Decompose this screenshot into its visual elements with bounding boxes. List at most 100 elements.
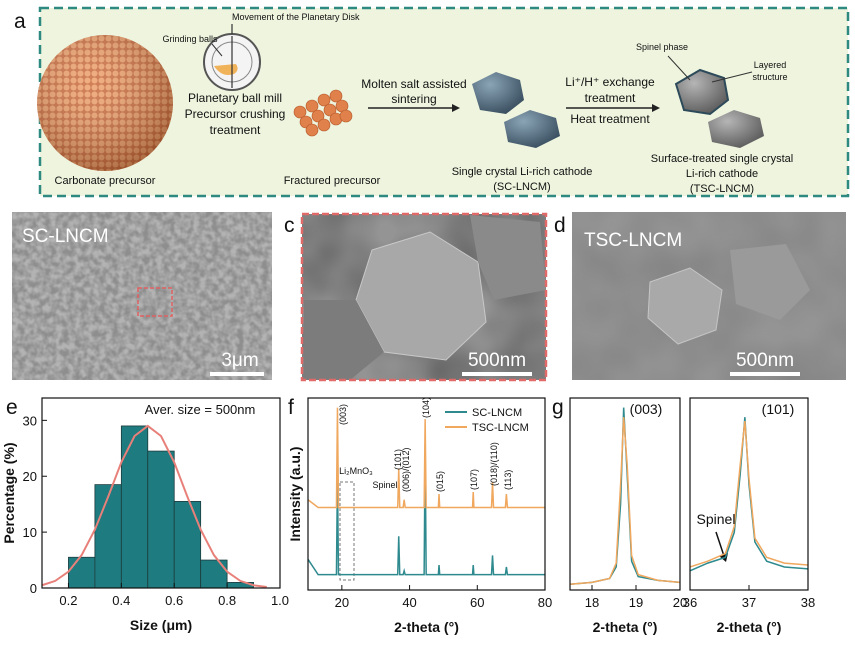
arrowhead [452, 104, 460, 112]
legend-label: SC-LNCM [472, 407, 522, 419]
y-tick-label: 10 [23, 525, 37, 540]
sem-label: TSC-LNCM [584, 230, 682, 251]
annotation: (015) [435, 471, 445, 492]
panel-label: c [284, 214, 295, 237]
x-axis-label: Size (μm) [130, 617, 192, 633]
annotation: Spinel [372, 480, 397, 490]
label: sintering [391, 92, 436, 106]
x-axis-label: 2-theta (°) [394, 619, 459, 635]
x-axis-label: 2-theta (°) [593, 619, 658, 635]
label: Surface-treated single crystal [651, 153, 793, 165]
panel-label: g [552, 396, 564, 419]
pointer [711, 71, 753, 83]
bar [120, 425, 149, 589]
annotation: (006)/(012) [401, 447, 411, 492]
label: Spinel phase [636, 42, 688, 52]
crystal [504, 110, 560, 148]
label: Molten salt assisted [361, 77, 466, 91]
annotation: Aver. size = 500nm [145, 402, 256, 417]
panel-label: a [14, 10, 26, 33]
x-tick-label: 0.6 [165, 593, 183, 608]
series-line [569, 417, 681, 585]
grain [730, 244, 810, 320]
legend-label: TSC-LNCM [472, 422, 529, 434]
scale-label: 3μm [221, 350, 258, 371]
plot-frame [307, 397, 546, 591]
scale-label: 500nm [736, 350, 794, 371]
x-tick-label: 18 [585, 595, 599, 610]
bar [173, 500, 202, 589]
x-tick-label: 60 [470, 595, 484, 610]
fit-curve [41, 424, 267, 589]
annotation: (018)/(110) [489, 442, 499, 486]
bar [200, 559, 228, 589]
sem-texture [12, 212, 272, 380]
x-tick-label: 0.4 [112, 593, 130, 608]
label: Li⁺/H⁺ exchange [565, 75, 655, 89]
annotation: Li₂MnO₃ [339, 466, 373, 476]
annotation: Spinel [697, 511, 736, 527]
label: Li-rich cathode [686, 168, 758, 180]
label: Fractured precursor [284, 175, 381, 187]
scale-bar [730, 372, 800, 376]
y-axis-label: Percentage (%) [1, 442, 17, 543]
x-axis-label: 2-theta (°) [717, 619, 782, 635]
annotation: (101) [393, 449, 403, 470]
panel-label: f [288, 396, 294, 419]
zoom-box [137, 287, 173, 317]
x-tick-label: 80 [538, 595, 552, 610]
panel-label: e [6, 396, 18, 419]
y-tick-label: 0 [30, 581, 37, 596]
annotation: (104) [421, 397, 431, 418]
crystal [708, 110, 764, 148]
arrowhead [652, 104, 660, 112]
x-tick-label: 20 [335, 595, 349, 610]
label: Single crystal Li-rich cathode [452, 166, 593, 178]
x-tick-label: 1.0 [271, 593, 289, 608]
bar [94, 484, 122, 589]
fractured-cluster [293, 89, 353, 137]
grain [304, 300, 384, 380]
series-line [689, 417, 809, 572]
x-tick-label: 38 [801, 595, 815, 610]
bar [147, 450, 175, 589]
annotation: (003) [630, 401, 663, 417]
x-tick-label: 19 [629, 595, 643, 610]
label: (TSC-LNCM) [690, 183, 754, 195]
y-tick-label: 30 [23, 413, 37, 428]
series-line [689, 420, 809, 568]
crystal [472, 72, 524, 114]
x-tick-label: 20 [673, 595, 687, 610]
annotation: (003) [338, 404, 348, 425]
plot-frame [41, 397, 281, 589]
grain [470, 215, 546, 300]
label: (SC-LNCM) [493, 181, 550, 193]
y-axis-label: Intensity (a.u.) [287, 447, 303, 542]
x-tick-label: 0.2 [59, 593, 77, 608]
label: treatment [585, 91, 636, 105]
label: Layered [754, 60, 787, 70]
label: Movement of the Planetary Disk [232, 12, 360, 22]
x-tick-label: 36 [683, 595, 697, 610]
label: Heat treatment [570, 112, 650, 126]
plot-frame [569, 397, 681, 591]
x-tick-label: 0.8 [218, 593, 236, 608]
pointer [715, 531, 725, 557]
panel-label: d [554, 214, 566, 237]
annotation: (113) [503, 470, 513, 490]
label: Planetary ball mill [188, 91, 282, 105]
scale-label: 500nm [468, 350, 526, 371]
zoom-frame [300, 212, 548, 382]
sem-label: SC-LNCM [22, 226, 109, 247]
bar [68, 556, 96, 589]
x-tick-label: 37 [742, 595, 756, 610]
series-line [307, 407, 545, 509]
annotation: (107) [469, 469, 479, 490]
pointer [667, 55, 691, 81]
series-line [307, 444, 545, 576]
y-tick-label: 20 [23, 469, 37, 484]
label: structure [752, 72, 787, 82]
scale-bar [210, 372, 264, 376]
x-tick-label: 40 [402, 595, 416, 610]
